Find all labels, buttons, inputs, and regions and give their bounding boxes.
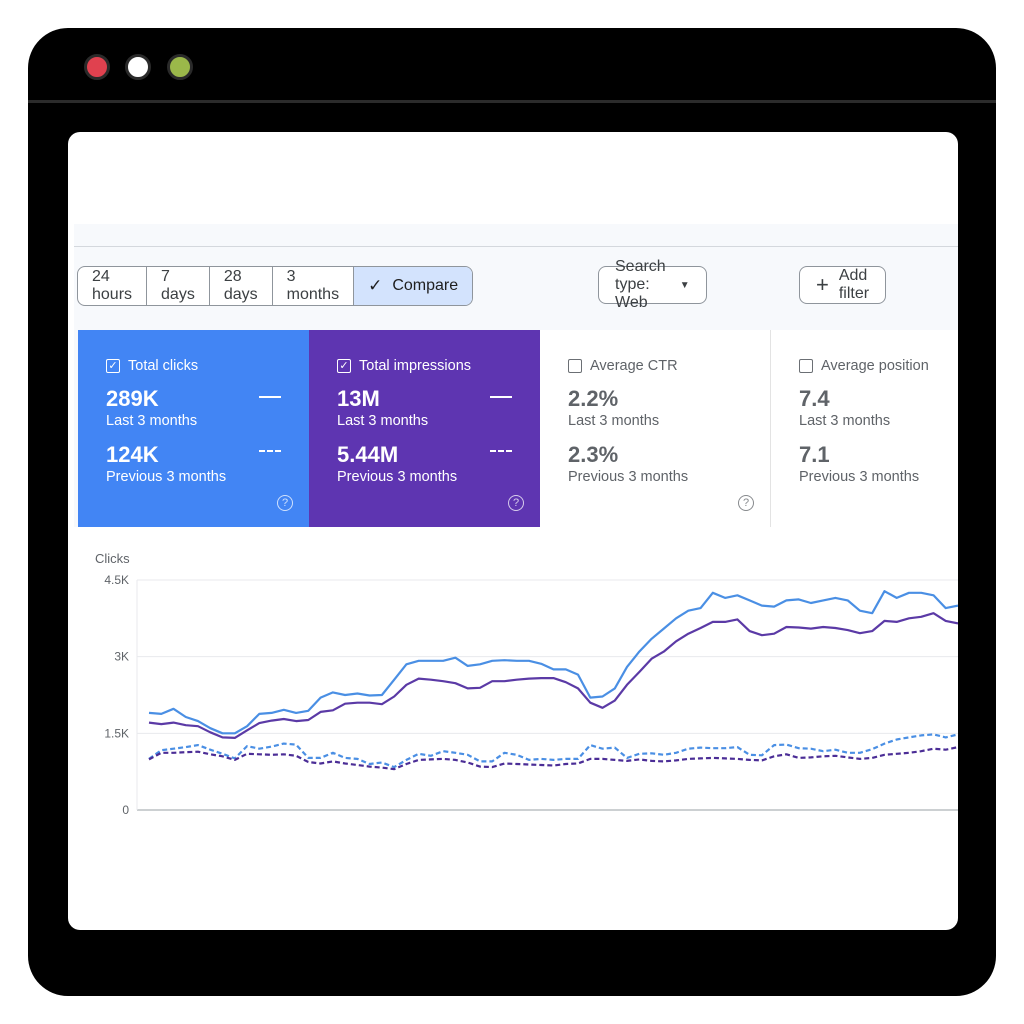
solid-line-legend-icon	[259, 396, 281, 398]
range-7-days-button[interactable]: 7 days	[147, 267, 210, 305]
total-clicks-card[interactable]: ✓ Total clicks 289K Last 3 months 124K P…	[78, 330, 309, 527]
series-line-2[interactable]	[148, 733, 958, 769]
average-ctr-card[interactable]: Average CTR 2.2% Last 3 months 2.3% Prev…	[540, 330, 771, 527]
current-period-label: Last 3 months	[799, 413, 891, 429]
range-24-hours-button[interactable]: 24 hours	[78, 267, 148, 305]
y-tick-label: 0	[122, 803, 129, 817]
plus-icon: +	[816, 272, 829, 297]
checkbox-checked-icon[interactable]: ✓	[337, 359, 351, 373]
metric-label: Total impressions	[359, 358, 472, 374]
panel-divider	[74, 246, 958, 247]
y-axis-label: Clicks	[95, 551, 130, 566]
current-value: 289K	[106, 386, 159, 411]
chart-gridlines	[136, 579, 958, 811]
add-filter-button[interactable]: + Add filter	[799, 266, 887, 304]
previous-value: 2.3%	[568, 442, 619, 467]
current-period-label: Last 3 months	[568, 413, 660, 429]
help-icon[interactable]: ?	[738, 495, 754, 511]
help-icon[interactable]: ?	[508, 495, 524, 511]
dashed-line-legend-icon	[490, 450, 512, 452]
range-28-days-button[interactable]: 28 days	[210, 267, 273, 305]
current-value: 7.4	[799, 386, 830, 411]
add-filter-label: Add filter	[838, 267, 870, 302]
previous-period-label: Previous 3 months	[568, 469, 689, 485]
average-position-card[interactable]: Average position 7.4 Last 3 months 7.1 P…	[771, 330, 958, 527]
clicks-line-chart[interactable]: Clicks 0 1.5K 3K 4.5K	[74, 527, 958, 838]
metric-label: Average position	[821, 358, 929, 374]
search-type-label: Search type: Web	[615, 258, 666, 311]
series-line-0[interactable]	[148, 590, 958, 735]
y-axis-ticks: 0 1.5K 3K 4.5K	[104, 573, 129, 817]
chart-series	[148, 590, 958, 771]
compare-button[interactable]: ✓ Compare	[354, 267, 473, 305]
help-icon[interactable]: ?	[277, 495, 293, 511]
metric-label: Average CTR	[590, 358, 678, 374]
checkbox-unchecked-icon[interactable]	[568, 359, 582, 373]
date-range-selector: 24 hours 7 days 28 days 3 months ✓ Compa…	[77, 266, 474, 306]
titlebar-divider	[28, 100, 996, 103]
minimize-window-button[interactable]	[125, 54, 151, 80]
checkbox-checked-icon[interactable]: ✓	[106, 359, 120, 373]
compare-label: Compare	[392, 277, 459, 294]
y-tick-label: 4.5K	[104, 573, 129, 587]
previous-value: 124K	[106, 442, 159, 467]
search-type-dropdown[interactable]: Search type: Web ▼	[598, 258, 707, 311]
metric-label: Total clicks	[128, 358, 199, 374]
browser-viewport: 24 hours 7 days 28 days 3 months ✓ Compa…	[68, 132, 958, 930]
previous-period-label: Previous 3 months	[337, 469, 458, 485]
current-value: 2.2%	[568, 386, 619, 411]
y-tick-label: 1.5K	[104, 726, 129, 740]
previous-value: 5.44M	[337, 442, 399, 467]
series-line-1[interactable]	[148, 612, 958, 739]
total-impressions-card[interactable]: ✓ Total impressions 13M Last 3 months 5.…	[309, 330, 540, 527]
previous-period-label: Previous 3 months	[106, 469, 227, 485]
y-tick-label: 3K	[114, 650, 129, 664]
current-period-label: Last 3 months	[337, 413, 429, 429]
current-value: 13M	[337, 386, 380, 411]
checkbox-unchecked-icon[interactable]	[799, 359, 813, 373]
current-period-label: Last 3 months	[106, 413, 198, 429]
previous-value: 7.1	[799, 442, 830, 467]
solid-line-legend-icon	[490, 396, 512, 398]
series-line-3[interactable]	[148, 746, 958, 771]
maximize-window-button[interactable]	[167, 54, 193, 80]
metric-cards: ✓ Total clicks 289K Last 3 months 124K P…	[78, 330, 958, 527]
close-window-button[interactable]	[84, 54, 110, 80]
dashed-line-legend-icon	[259, 450, 281, 452]
caret-down-icon: ▼	[679, 279, 690, 291]
range-3-months-button[interactable]: 3 months	[273, 267, 355, 305]
previous-period-label: Previous 3 months	[799, 469, 920, 485]
check-icon: ✓	[368, 276, 383, 295]
clicks-chart-panel: Clicks 0 1.5K 3K 4.5K	[74, 527, 958, 838]
performance-panel: 24 hours 7 days 28 days 3 months ✓ Compa…	[74, 224, 958, 838]
window-frame: 24 hours 7 days 28 days 3 months ✓ Compa…	[28, 28, 996, 996]
